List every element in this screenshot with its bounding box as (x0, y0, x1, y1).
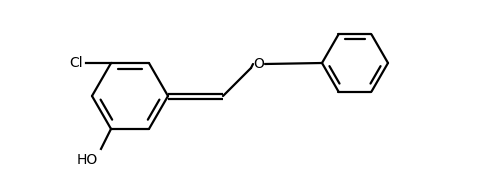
Text: HO: HO (77, 153, 98, 167)
Text: Cl: Cl (69, 56, 83, 70)
Text: O: O (253, 57, 264, 71)
